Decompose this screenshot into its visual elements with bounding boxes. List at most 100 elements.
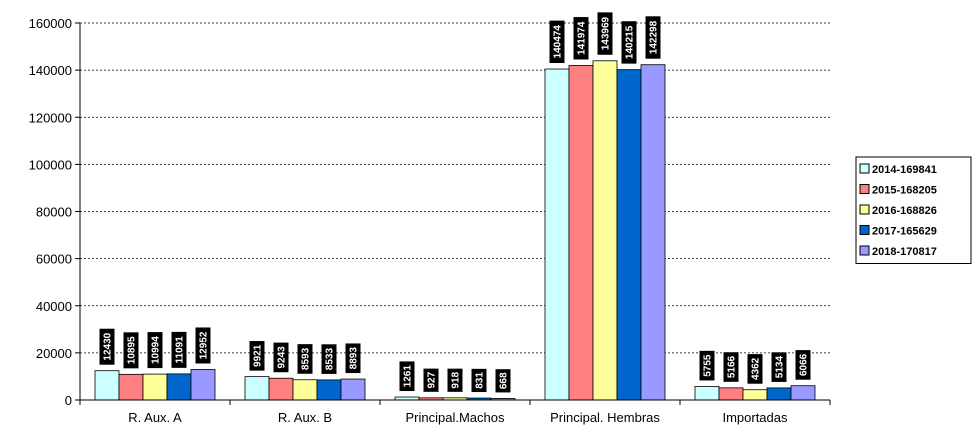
bar	[94, 370, 120, 401]
y-tick-label: 140000	[29, 63, 72, 78]
bar	[118, 373, 144, 401]
bar	[268, 377, 294, 401]
data-label: 918	[451, 371, 462, 388]
y-tick-label: 100000	[29, 157, 72, 172]
data-label: 9243	[277, 346, 288, 369]
bar	[592, 60, 618, 401]
data-label: 927	[427, 371, 438, 388]
legend-frame	[855, 156, 972, 264]
data-label-box	[345, 343, 361, 374]
data-label: 5134	[775, 356, 786, 379]
bar	[694, 386, 720, 401]
data-label-box	[747, 354, 763, 384]
data-label: 12952	[199, 331, 210, 359]
y-tick-label: 120000	[29, 110, 72, 125]
data-label: 12430	[103, 332, 114, 360]
data-label: 8893	[349, 347, 360, 370]
data-label: 140474	[553, 25, 564, 59]
data-label-box	[645, 16, 661, 59]
x-category-label: Principal.Machos	[406, 410, 505, 425]
bar	[568, 65, 594, 401]
data-label-box	[795, 350, 811, 380]
legend-swatch	[859, 245, 870, 256]
bar	[292, 379, 318, 401]
legend-label: 2017-165629	[872, 226, 937, 238]
bar	[166, 373, 192, 401]
data-label-box	[297, 344, 313, 374]
x-category-label: R. Aux. B	[278, 410, 332, 425]
bar	[340, 378, 366, 401]
y-tick-label: 0	[65, 393, 72, 408]
data-label-box	[273, 342, 289, 373]
data-label: 668	[499, 372, 510, 389]
data-label-box	[549, 20, 565, 64]
legend: 2014-169841 2015-168205 2016-168826 2017-16…	[855, 156, 972, 264]
data-label-box	[321, 344, 337, 374]
data-label-box	[771, 352, 787, 382]
bar	[718, 387, 744, 401]
data-label: 5755	[703, 354, 714, 377]
axes: 0 20000 40000 60000 80000 100000 120000 140000 1…	[29, 16, 831, 425]
bar	[616, 69, 642, 401]
data-label: 5166	[727, 355, 738, 378]
legend-label: 2015-168205	[872, 185, 937, 197]
data-label-box	[249, 341, 265, 371]
legend-label: 2018-170817	[872, 246, 937, 258]
bar	[142, 373, 168, 401]
data-label: 6066	[799, 353, 810, 376]
bar	[790, 385, 816, 401]
data-label-box	[147, 332, 163, 369]
bars	[94, 60, 816, 401]
data-label-box	[573, 17, 589, 60]
data-label: 9921	[253, 344, 264, 367]
data-label-box	[171, 331, 187, 368]
data-label-box	[471, 368, 487, 393]
bar	[742, 389, 768, 401]
data-label: 143969	[601, 16, 612, 50]
data-label-box	[99, 328, 115, 365]
bar	[766, 387, 792, 401]
data-label-box	[495, 369, 511, 393]
legend-swatch	[859, 163, 870, 174]
data-label-box	[423, 368, 439, 392]
data-label: 11091	[175, 336, 186, 364]
legend-label: 2014-169841	[872, 164, 937, 176]
y-tick-label: 60000	[36, 252, 72, 267]
data-label-box	[123, 332, 139, 369]
bar	[544, 68, 570, 401]
bar	[640, 64, 666, 401]
data-label-box	[597, 12, 613, 55]
y-tick-label: 40000	[36, 299, 72, 314]
x-category-label: R. Aux. A	[128, 410, 182, 425]
data-label: 4362	[751, 357, 762, 380]
y-tick-label: 20000	[36, 346, 72, 361]
data-label-box	[621, 21, 637, 64]
data-label: 142298	[649, 20, 660, 54]
data-label: 141974	[577, 21, 588, 55]
data-label: 10994	[151, 336, 162, 364]
x-category-label: Principal. Hembras	[550, 410, 660, 425]
y-tick-label: 80000	[36, 205, 72, 220]
legend-label: 2016-168826	[872, 205, 937, 217]
legend-swatch	[859, 204, 870, 215]
x-category-label: Importadas	[722, 410, 788, 425]
data-label-box	[723, 352, 739, 382]
bar	[316, 379, 342, 401]
data-label: 831	[475, 372, 486, 389]
data-label-box	[699, 350, 715, 381]
data-label: 8593	[301, 347, 312, 370]
bar	[190, 369, 216, 401]
data-label-box	[447, 368, 463, 392]
data-label-box	[195, 327, 211, 364]
data-label: 140215	[625, 25, 636, 59]
bar	[244, 376, 270, 401]
data-label: 8533	[325, 348, 336, 371]
data-labels: 12430 10895 10994 11091 12952 9921 9243 8593 853…	[99, 12, 811, 393]
gridlines	[80, 22, 830, 354]
data-label: 10895	[127, 336, 138, 364]
y-tick-label: 160000	[29, 16, 72, 31]
data-label-box	[399, 361, 415, 392]
legend-swatch	[859, 184, 870, 194]
